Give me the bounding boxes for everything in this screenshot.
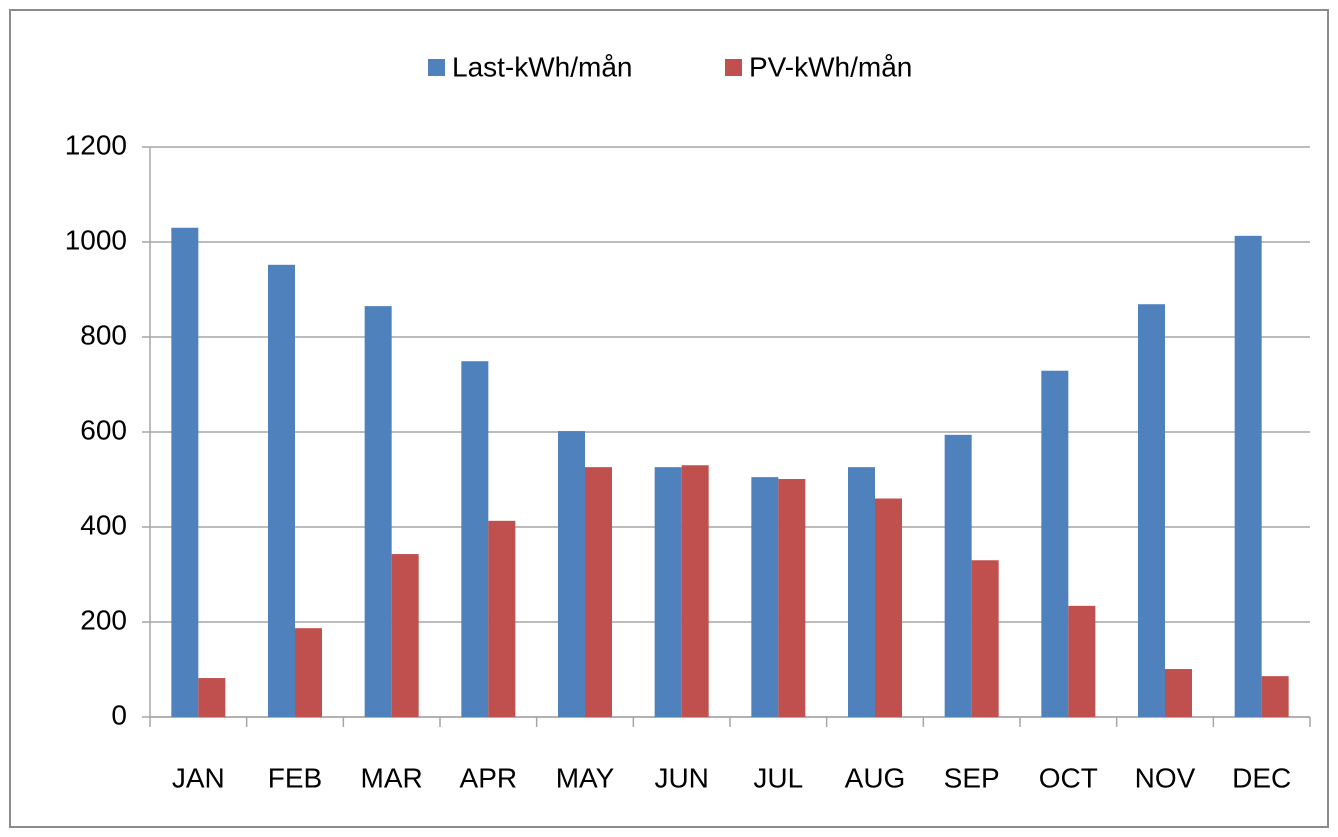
legend-swatch [725,59,742,76]
x-tick-label: MAY [556,762,615,793]
y-tick-label: 600 [80,414,127,445]
bar [1165,669,1192,717]
bar [654,467,682,717]
bar [391,554,419,717]
bar [681,465,709,717]
bar [558,431,585,717]
x-tick-label: JUN [654,762,708,793]
x-tick-label: APR [460,762,518,793]
bar [268,264,295,717]
legend-swatch [428,59,445,76]
bar [848,467,875,717]
bar [944,434,972,717]
bar [171,227,199,717]
bar [1041,370,1069,717]
bar [364,306,392,717]
y-tick-label: 1000 [65,224,127,255]
x-tick-label: JUL [753,762,803,793]
y-tick-label: 0 [111,699,127,730]
x-tick-label: AUG [845,762,906,793]
x-tick-label: JAN [172,762,225,793]
bar [1138,304,1165,717]
bar [198,678,226,717]
bar [875,498,902,717]
bar [488,520,516,717]
legend-label: Last-kWh/mån [452,51,633,82]
y-tick-label: 400 [80,509,127,540]
bar [751,477,779,717]
y-tick-label: 1200 [65,129,127,160]
x-tick-label: MAR [361,762,423,793]
bar [461,361,489,717]
bar [295,628,322,717]
y-tick-label: 200 [80,604,127,635]
bar [1068,605,1096,717]
bar [971,560,999,717]
x-tick-label: DEC [1232,762,1291,793]
x-tick-label: OCT [1039,762,1098,793]
x-tick-label: SEP [944,762,1000,793]
x-tick-label: NOV [1135,762,1196,793]
legend-label: PV-kWh/mån [749,51,912,82]
bar [778,479,806,717]
y-tick-label: 800 [80,319,127,350]
bar [1234,235,1262,717]
bar [585,467,612,717]
x-tick-label: FEB [268,762,322,793]
bar [1261,676,1289,717]
